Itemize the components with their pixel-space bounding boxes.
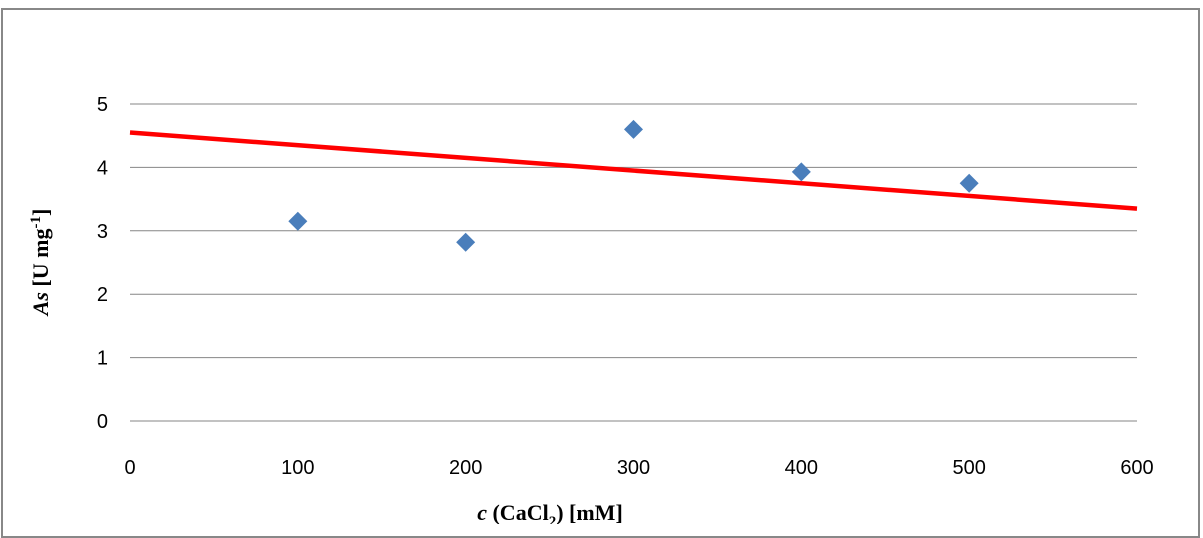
x-tick-label-100: 100 <box>281 457 314 479</box>
x-tick-label-300: 300 <box>617 457 650 479</box>
data-point-100 <box>288 211 308 231</box>
data-point-400 <box>791 162 811 182</box>
y-axis-title: As [U mg-1] <box>28 209 53 318</box>
y-tick-label-5: 5 <box>97 94 108 116</box>
data-points <box>288 119 979 252</box>
x-tick-label-0: 0 <box>124 457 135 479</box>
y-tick-label-1: 1 <box>97 348 108 370</box>
y-tick-label-4: 4 <box>97 157 108 179</box>
data-point-300 <box>624 119 643 139</box>
x-tick-label-200: 200 <box>449 457 482 479</box>
x-tick-labels: 0 100 200 300 400 500 600 <box>124 457 1153 479</box>
scatter-chart: 0 1 2 3 4 5 0 100 200 300 400 500 600 c (CaCl2) [mM… <box>28 94 1154 524</box>
y-tick-label-2: 2 <box>97 284 108 306</box>
y-tick-label-0: 0 <box>97 411 108 433</box>
x-axis-title: c (CaCl2) [mM] <box>477 500 623 524</box>
trendline-layer <box>129 130 1138 211</box>
x-tick-label-600: 600 <box>1120 457 1153 479</box>
x-tick-label-500: 500 <box>952 457 985 479</box>
data-point-200 <box>456 232 476 252</box>
gridlines <box>130 103 1137 359</box>
y-tick-label-3: 3 <box>97 221 108 243</box>
chart-frame <box>1 8 1200 538</box>
y-tick-labels: 0 1 2 3 4 5 <box>97 94 108 433</box>
data-point-500 <box>959 173 979 193</box>
x-tick-label-400: 400 <box>785 457 818 479</box>
trendline <box>129 130 1138 211</box>
